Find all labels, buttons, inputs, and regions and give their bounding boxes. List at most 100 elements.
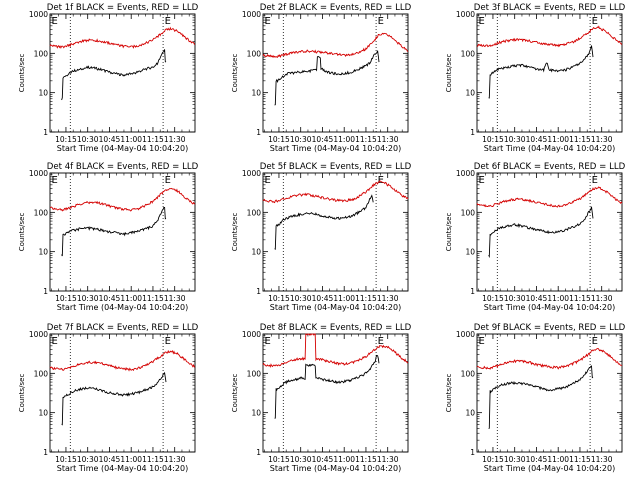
x-tick-label: 10:15 [55,294,77,303]
event-marker-label-start: E [479,175,485,186]
y-tick-label: 100 [34,49,49,58]
y-tick-label: 1 [470,287,475,296]
x-tick-label: 10:15 [482,455,504,464]
y-tick-label: 10 [38,248,48,257]
events-series-line [488,206,594,259]
x-tick-label: 10:15 [268,455,290,464]
x-tick-label: 11:15 [142,135,164,144]
x-tick-label: 10:30 [504,135,526,144]
chart-panel-2: Det 2f BLACK = Events, RED = LLD 1 10 100 10… [231,3,412,153]
y-tick-label: 10 [465,89,475,98]
x-tick-label: 11:30 [377,135,399,144]
x-tick-label: 10:45 [312,294,334,303]
x-axis-label: Start Time (04-May-04 10:04:20) [57,144,188,153]
x-tick-label: 10:30 [504,294,526,303]
x-tick-label: 11:00 [120,294,142,303]
chart-panel-5: Det 5f BLACK = Events, RED = LLD 1 10 100 10… [231,162,412,312]
x-tick-label: 10:15 [482,294,504,303]
y-tick-label: 1 [256,128,261,137]
x-axis-label: Start Time (04-May-04 10:04:20) [484,144,615,153]
y-tick-label: 100 [461,369,476,378]
y-tick-label: 1000 [242,330,261,339]
plot-frame [262,333,409,453]
event-marker-label-start: E [479,336,485,347]
events-series-line [61,206,167,257]
lld-series-line [262,180,409,204]
y-tick-label: 1000 [29,10,48,19]
lld-series-line [262,333,409,368]
events-series-line [61,49,167,101]
y-tick-label: 1 [256,287,261,296]
x-tick-label: 11:30 [164,135,186,144]
chart-title: Det 3f BLACK = Events, RED = LLD [474,3,626,13]
x-tick-label: 10:30 [77,135,99,144]
x-tick-label: 11:30 [164,455,186,464]
y-tick-label: 100 [247,369,262,378]
x-tick-label: 10:45 [526,135,548,144]
x-axis-label: Start Time (04-May-04 10:04:20) [484,303,615,312]
chart-panel-9: Det 9f BLACK = Events, RED = LLD 1 10 100 10… [445,323,626,473]
x-tick-label: 10:15 [268,294,290,303]
x-tick-label: 10:30 [290,135,312,144]
events-series-line [274,194,374,250]
lld-series-line [476,348,622,370]
x-tick-label: 11:00 [547,294,569,303]
x-tick-label: 10:30 [77,294,99,303]
x-tick-label: 10:45 [312,455,334,464]
x-tick-label: 10:45 [99,294,121,303]
y-tick-label: 100 [34,369,49,378]
event-marker-label-end: E [378,175,384,186]
x-axis-label: Start Time (04-May-04 10:04:20) [270,144,401,153]
chart-title: Det 2f BLACK = Events, RED = LLD [260,3,412,13]
event-marker-label-end: E [165,16,171,27]
x-tick-label: 11:00 [333,294,355,303]
x-tick-label: 11:30 [591,455,613,464]
x-axis-label: Start Time (04-May-04 10:04:20) [484,464,615,473]
y-tick-label: 10 [465,409,475,418]
x-axis-label: Start Time (04-May-04 10:04:20) [57,464,188,473]
y-tick-label: 100 [247,49,262,58]
x-tick-label: 11:30 [164,294,186,303]
x-tick-label: 10:45 [526,294,548,303]
chart-panel-7: Det 7f BLACK = Events, RED = LLD 1 10 100 10… [18,323,199,473]
y-tick-label: 10 [251,89,261,98]
lld-series-line [49,26,196,49]
y-tick-label: 10 [38,409,48,418]
chart-panel-4: Det 4f BLACK = Events, RED = LLD 1 10 100 10… [18,162,199,312]
y-tick-label: 100 [34,208,49,217]
y-axis-label: Counts/sec [231,374,239,413]
y-axis-label: Counts/sec [231,213,239,252]
lld-series-line [476,186,623,208]
chart-title: Det 6f BLACK = Events, RED = LLD [474,162,626,172]
x-tick-label: 10:45 [99,455,121,464]
x-axis-label: Start Time (04-May-04 10:04:20) [270,303,401,312]
chart-panel-6: Det 6f BLACK = Events, RED = LLD 1 10 100 10… [445,162,626,312]
y-axis-label: Counts/sec [445,54,453,93]
event-marker-label-end: E [592,16,598,27]
event-marker-label-end: E [165,336,171,347]
chart-panel-8: Det 8f BLACK = Events, RED = LLD 1 10 100 10… [231,323,412,473]
x-tick-label: 11:15 [355,294,377,303]
y-tick-label: 100 [247,208,262,217]
events-series-line [488,45,594,99]
y-tick-label: 1 [470,128,475,137]
chart-title: Det 8f BLACK = Events, RED = LLD [260,323,412,333]
lld-series-line [476,25,623,48]
lld-series-line [49,349,195,372]
y-axis-label: Counts/sec [18,374,26,413]
chart-panel-1: Det 1f BLACK = Events, RED = LLD 1 10 100 10… [18,3,199,153]
x-tick-label: 11:00 [333,135,355,144]
chart-title: Det 5f BLACK = Events, RED = LLD [260,162,412,172]
y-tick-label: 1 [43,128,48,137]
events-series-line [488,365,594,429]
plot-frame [49,172,196,292]
plot-frame [49,333,196,453]
x-tick-label: 10:30 [290,294,312,303]
event-marker-label-start: E [52,175,58,186]
x-tick-label: 11:15 [569,135,591,144]
event-marker-label-start: E [52,336,58,347]
chart-title: Det 9f BLACK = Events, RED = LLD [474,323,626,333]
x-tick-label: 11:30 [377,455,399,464]
x-tick-label: 10:15 [268,135,290,144]
y-tick-label: 1000 [29,169,48,178]
